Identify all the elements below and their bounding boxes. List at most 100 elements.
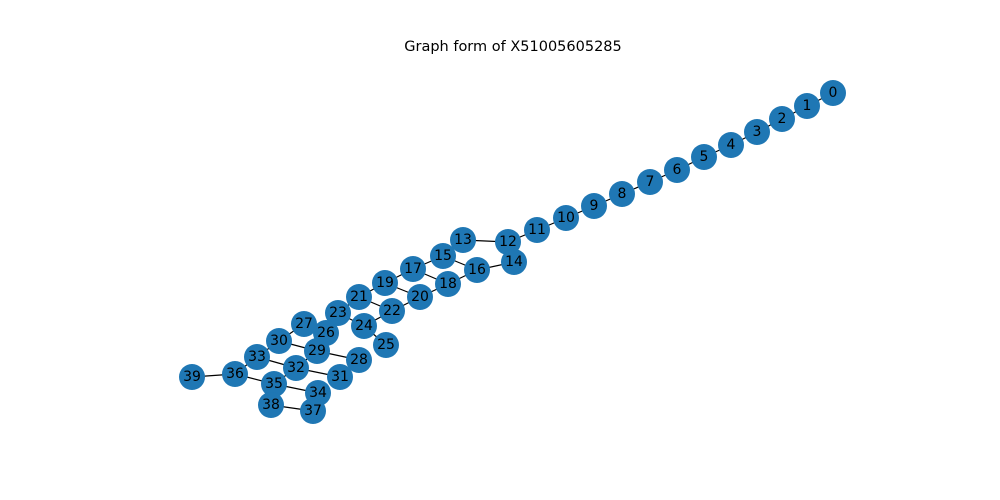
node-circle	[718, 132, 744, 158]
node-circle	[327, 364, 353, 390]
node-circle	[379, 298, 405, 324]
node-label: 11	[528, 222, 546, 238]
node-circle	[291, 311, 317, 337]
node-38: 38	[258, 392, 284, 418]
node-label: 13	[454, 232, 472, 248]
node-label: 12	[499, 234, 517, 250]
node-label: 32	[287, 360, 305, 376]
node-16: 16	[464, 257, 490, 283]
node-label: 29	[308, 343, 326, 359]
node-circle	[407, 284, 433, 310]
node-17: 17	[400, 256, 426, 282]
node-label: 25	[377, 337, 395, 353]
node-14: 14	[501, 249, 527, 275]
node-label: 5	[700, 149, 709, 165]
node-5: 5	[691, 144, 717, 170]
node-circle	[179, 364, 205, 390]
node-circle	[794, 93, 820, 119]
node-circle	[581, 193, 607, 219]
node-35: 35	[261, 371, 287, 397]
node-circle	[258, 392, 284, 418]
node-label: 10	[557, 210, 575, 226]
node-label: 30	[270, 333, 288, 349]
node-label: 1	[803, 98, 812, 114]
node-circle	[300, 398, 326, 424]
node-39: 39	[179, 364, 205, 390]
node-37: 37	[300, 398, 326, 424]
node-label: 28	[350, 352, 368, 368]
node-label: 21	[350, 289, 368, 305]
node-25: 25	[373, 332, 399, 358]
node-label: 23	[329, 305, 347, 321]
node-circle	[637, 169, 663, 195]
node-label: 37	[304, 403, 322, 419]
node-6: 6	[664, 157, 690, 183]
node-24: 24	[351, 313, 377, 339]
node-0: 0	[820, 80, 846, 106]
node-label: 16	[468, 262, 486, 278]
node-circle	[450, 227, 476, 253]
node-circle	[464, 257, 490, 283]
node-label: 19	[376, 275, 394, 291]
node-label: 15	[434, 248, 452, 264]
node-30: 30	[266, 328, 292, 354]
node-32: 32	[283, 355, 309, 381]
node-22: 22	[379, 298, 405, 324]
node-label: 26	[317, 325, 335, 341]
node-circle	[501, 249, 527, 275]
node-20: 20	[407, 284, 433, 310]
node-9: 9	[581, 193, 607, 219]
node-12: 12	[495, 229, 521, 255]
node-circle	[664, 157, 690, 183]
node-label: 17	[404, 261, 422, 277]
node-circle	[769, 106, 795, 132]
node-layer: 0123456789101112131415161718192021222324…	[179, 80, 846, 424]
node-circle	[820, 80, 846, 106]
node-label: 33	[248, 349, 266, 365]
node-label: 38	[262, 397, 280, 413]
node-3: 3	[744, 119, 770, 145]
node-label: 2	[778, 111, 787, 127]
node-21: 21	[346, 284, 372, 310]
node-10: 10	[553, 205, 579, 231]
node-circle	[524, 217, 550, 243]
node-circle	[609, 181, 635, 207]
node-label: 24	[355, 318, 373, 334]
node-8: 8	[609, 181, 635, 207]
node-label: 14	[505, 254, 523, 270]
node-label: 36	[226, 366, 244, 382]
node-circle	[553, 205, 579, 231]
node-label: 34	[309, 385, 327, 401]
node-label: 18	[439, 276, 457, 292]
node-1: 1	[794, 93, 820, 119]
node-label: 39	[183, 369, 201, 385]
node-label: 22	[383, 303, 401, 319]
node-label: 35	[265, 376, 283, 392]
node-7: 7	[637, 169, 663, 195]
node-33: 33	[244, 344, 270, 370]
node-circle	[325, 300, 351, 326]
node-13: 13	[450, 227, 476, 253]
node-circle	[373, 332, 399, 358]
node-circle	[400, 256, 426, 282]
node-2: 2	[769, 106, 795, 132]
node-circle	[266, 328, 292, 354]
node-circle	[691, 144, 717, 170]
node-31: 31	[327, 364, 353, 390]
node-15: 15	[430, 243, 456, 269]
node-36: 36	[222, 361, 248, 387]
node-label: 3	[753, 124, 762, 140]
node-4: 4	[718, 132, 744, 158]
node-circle	[495, 229, 521, 255]
node-circle	[435, 271, 461, 297]
node-19: 19	[372, 270, 398, 296]
node-11: 11	[524, 217, 550, 243]
node-label: 27	[295, 316, 313, 332]
node-label: 0	[829, 85, 838, 101]
node-label: 7	[646, 174, 655, 190]
graph-title: Graph form of X51005605285	[404, 39, 622, 55]
node-circle	[346, 347, 372, 373]
node-23: 23	[325, 300, 351, 326]
node-18: 18	[435, 271, 461, 297]
